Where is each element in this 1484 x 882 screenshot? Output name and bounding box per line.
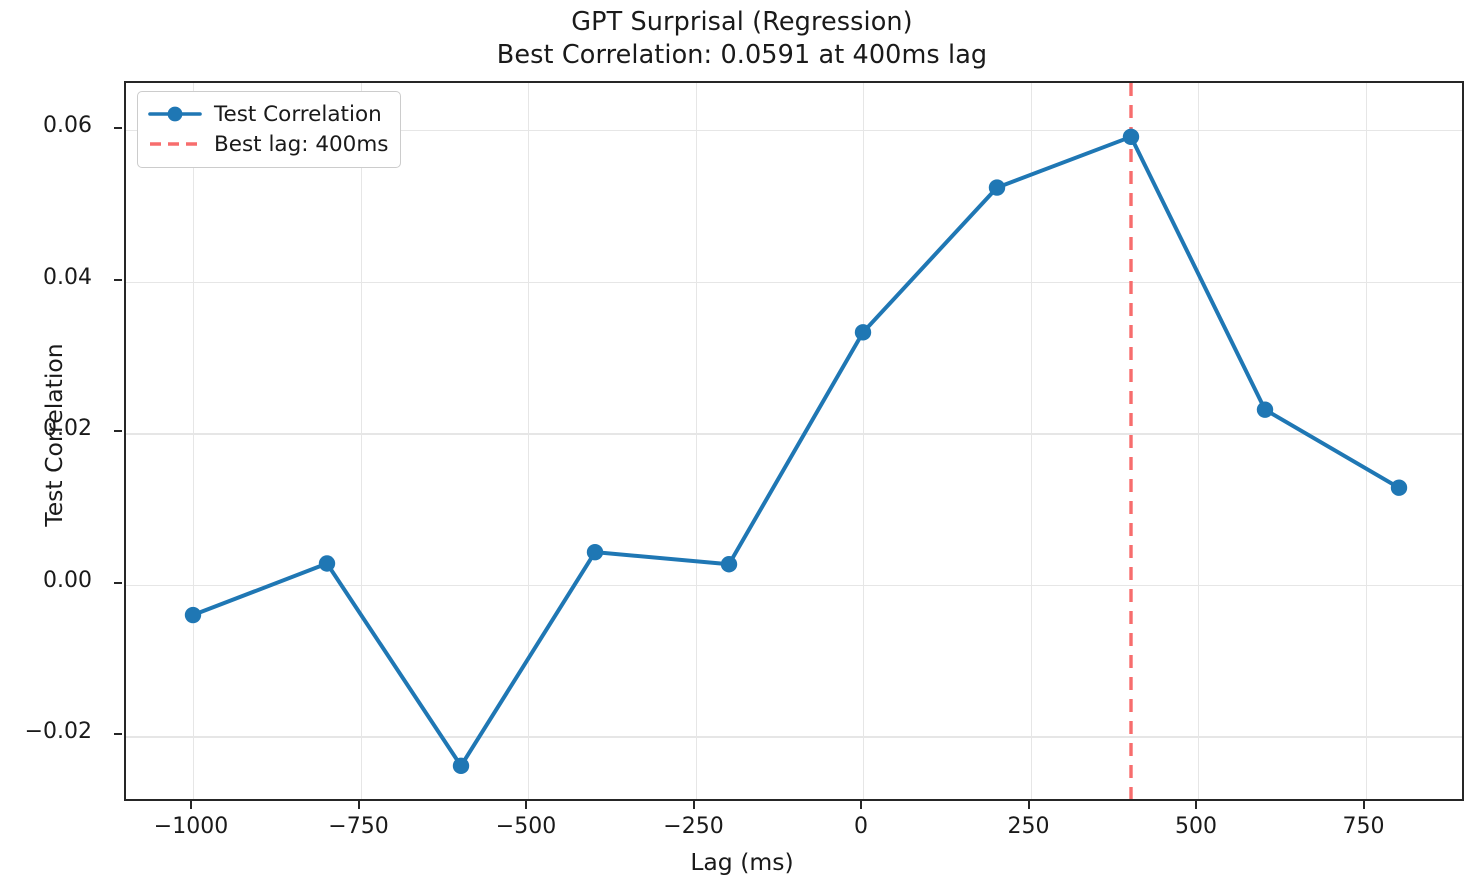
data-point-marker[interactable] bbox=[1390, 479, 1408, 496]
legend-item-best-lag[interactable]: Best lag: 400ms bbox=[148, 129, 389, 159]
x-tick-label: 0 bbox=[854, 814, 868, 839]
gridline-vertical bbox=[1030, 83, 1032, 799]
gridline-vertical bbox=[528, 83, 530, 799]
data-point-marker[interactable] bbox=[318, 555, 336, 572]
x-tick-mark bbox=[860, 801, 863, 809]
data-point-marker[interactable] bbox=[1122, 128, 1140, 146]
x-tick-label: −500 bbox=[495, 814, 557, 839]
page-title: GPT Surprisal (Regression) bbox=[571, 7, 913, 37]
data-point-marker[interactable] bbox=[988, 179, 1006, 196]
y-tick-mark bbox=[114, 581, 122, 584]
x-tick-mark bbox=[357, 801, 360, 809]
y-tick-mark bbox=[114, 733, 122, 736]
chart-legend: Test Correlation Best lag: 400ms bbox=[137, 91, 401, 168]
gridline-vertical bbox=[1198, 83, 1200, 799]
legend-label-series: Test Correlation bbox=[214, 101, 382, 127]
x-tick-mark bbox=[1195, 801, 1198, 809]
gridline-vertical bbox=[360, 83, 362, 799]
legend-line-marker-icon bbox=[148, 103, 202, 125]
y-tick-mark bbox=[114, 430, 122, 433]
gridline-vertical bbox=[863, 83, 865, 799]
data-point-marker[interactable] bbox=[586, 543, 604, 561]
plot-area bbox=[124, 81, 1464, 801]
data-point-marker[interactable] bbox=[1256, 401, 1274, 418]
legend-dashed-line-icon bbox=[148, 133, 202, 155]
x-tick-mark bbox=[1362, 801, 1365, 809]
gridline-horizontal bbox=[126, 584, 1462, 587]
y-tick-label: 0.00 bbox=[43, 567, 92, 593]
gridline-horizontal bbox=[126, 129, 1462, 132]
x-tick-label: −750 bbox=[328, 814, 389, 839]
x-tick-mark bbox=[525, 801, 528, 809]
y-tick-label: 0.04 bbox=[43, 264, 92, 290]
y-tick-mark bbox=[114, 278, 122, 281]
series-line bbox=[191, 134, 1401, 768]
gridline-horizontal bbox=[126, 736, 1462, 738]
gridline-vertical bbox=[193, 83, 195, 799]
chart-subtitle: Best Correlation: 0.0591 at 400ms lag bbox=[496, 40, 988, 71]
x-tick-label: −1000 bbox=[153, 814, 229, 839]
data-layer bbox=[184, 83, 1408, 799]
x-tick-mark bbox=[692, 801, 695, 809]
y-tick-mark bbox=[114, 126, 122, 130]
x-tick-mark bbox=[190, 801, 193, 809]
legend-label-best-lag: Best lag: 400ms bbox=[214, 131, 389, 157]
gridline-horizontal bbox=[126, 281, 1462, 283]
data-point-marker[interactable] bbox=[184, 606, 202, 624]
y-tick-label: 0.06 bbox=[43, 112, 92, 138]
x-tick-label: 250 bbox=[1007, 814, 1050, 839]
y-tick-label: −0.02 bbox=[24, 719, 92, 745]
x-tick-label: 750 bbox=[1342, 814, 1385, 839]
x-tick-label: 500 bbox=[1175, 814, 1217, 839]
data-point-marker[interactable] bbox=[720, 556, 738, 573]
gridline-horizontal bbox=[126, 433, 1462, 435]
y-tick-label: 0.02 bbox=[43, 416, 92, 442]
x-tick-mark bbox=[1027, 801, 1030, 809]
legend-item-series[interactable]: Test Correlation bbox=[148, 99, 389, 129]
chart-title-block: GPT Surprisal (Regression) Best Correlat… bbox=[0, 6, 1484, 72]
gridline-vertical bbox=[1365, 83, 1367, 799]
x-axis-label: Lag (ms) bbox=[690, 848, 794, 876]
gridline-vertical bbox=[695, 83, 697, 799]
data-point-marker[interactable] bbox=[452, 757, 470, 775]
y-axis-label: Test Correlation bbox=[40, 343, 68, 527]
x-tick-label: −250 bbox=[663, 814, 724, 839]
data-point-marker[interactable] bbox=[854, 324, 872, 341]
